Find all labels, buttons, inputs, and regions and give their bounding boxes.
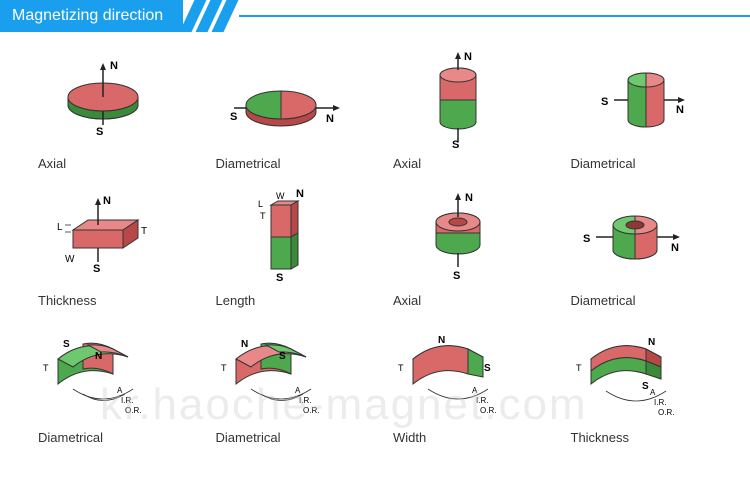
- svg-text:I.R.: I.R.: [654, 398, 666, 407]
- svg-text:N: N: [103, 195, 111, 207]
- cell-bar-length: N S L T W Length: [198, 179, 376, 316]
- label: Diametrical: [561, 156, 636, 171]
- svg-text:N: N: [648, 337, 655, 348]
- svg-text:N: N: [326, 113, 334, 125]
- shape-arc-diam2: N S T A I.R. O.R.: [206, 324, 356, 424]
- svg-text:N: N: [671, 242, 679, 254]
- header-title: Magnetizing direction: [0, 0, 183, 32]
- cell-cyl-axial: N S Axial: [375, 42, 553, 179]
- svg-text:N: N: [464, 51, 472, 63]
- shape-arc-thick: N S T A I.R. O.R.: [561, 324, 711, 424]
- label: Width: [383, 430, 426, 445]
- svg-text:N: N: [438, 335, 445, 346]
- cell-arc-diam1: S N T A I.R. O.R. Diametrical: [20, 316, 198, 453]
- cell-ring-axial: N S Axial: [375, 179, 553, 316]
- svg-text:T: T: [260, 211, 266, 221]
- label: Diametrical: [28, 430, 103, 445]
- svg-text:T: T: [221, 363, 227, 373]
- diagram-grid: N S Axial N S Diametrical: [0, 32, 750, 463]
- label: Diametrical: [206, 430, 281, 445]
- shape-ring-axial: N S: [383, 187, 533, 287]
- shape-block-thick: N S L T W: [28, 187, 178, 287]
- label: Diametrical: [561, 293, 636, 308]
- svg-text:S: S: [279, 351, 286, 362]
- svg-text:S: S: [583, 233, 590, 245]
- svg-text:S: S: [276, 272, 283, 284]
- cell-block-thick: N S L T W Thickness: [20, 179, 198, 316]
- svg-text:N: N: [95, 351, 102, 362]
- svg-text:I.R.: I.R.: [476, 396, 488, 405]
- svg-text:S: S: [601, 96, 608, 108]
- shape-disc-axial: N S: [28, 50, 178, 150]
- svg-text:L: L: [258, 199, 263, 209]
- svg-text:S: S: [452, 139, 459, 151]
- svg-text:I.R.: I.R.: [121, 396, 133, 405]
- label: Axial: [383, 293, 421, 308]
- svg-text:I.R.: I.R.: [299, 396, 311, 405]
- svg-text:W: W: [65, 254, 75, 265]
- svg-text:S: S: [96, 126, 103, 138]
- shape-ring-diam: N S: [561, 187, 711, 287]
- svg-text:A: A: [472, 386, 478, 395]
- shape-bar-length: N S L T W: [206, 187, 356, 287]
- svg-text:L: L: [57, 222, 63, 233]
- svg-text:S: S: [484, 363, 491, 374]
- svg-text:T: T: [43, 363, 49, 373]
- label: Axial: [383, 156, 421, 171]
- svg-text:T: T: [141, 226, 147, 237]
- label: Diametrical: [206, 156, 281, 171]
- shape-cyl-diam: N S: [561, 50, 711, 150]
- svg-text:W: W: [276, 191, 285, 201]
- cell-disc-diam: N S Diametrical: [198, 42, 376, 179]
- header-stripes: [183, 0, 231, 32]
- label: Thickness: [561, 430, 630, 445]
- cell-cyl-diam: N S Diametrical: [553, 42, 731, 179]
- svg-text:N: N: [296, 188, 304, 200]
- header-bar: Magnetizing direction: [0, 0, 750, 32]
- shape-arc-diam1: S N T A I.R. O.R.: [28, 324, 178, 424]
- svg-text:S: S: [63, 339, 70, 350]
- svg-text:S: S: [93, 263, 100, 275]
- cell-ring-diam: N S Diametrical: [553, 179, 731, 316]
- svg-text:N: N: [676, 104, 684, 116]
- svg-text:T: T: [576, 363, 582, 373]
- svg-text:S: S: [453, 270, 460, 282]
- label: Thickness: [28, 293, 97, 308]
- svg-text:N: N: [241, 339, 248, 350]
- shape-disc-diam: N S: [206, 50, 356, 150]
- svg-text:S: S: [230, 111, 237, 123]
- svg-text:S: S: [642, 381, 649, 392]
- svg-text:O.R.: O.R.: [480, 406, 496, 415]
- cell-disc-axial: N S Axial: [20, 42, 198, 179]
- svg-text:A: A: [117, 386, 123, 395]
- svg-text:T: T: [398, 363, 404, 373]
- svg-text:N: N: [110, 60, 118, 72]
- svg-text:A: A: [650, 388, 656, 397]
- svg-text:N: N: [465, 192, 473, 204]
- svg-text:O.R.: O.R.: [303, 406, 319, 415]
- svg-text:O.R.: O.R.: [125, 406, 141, 415]
- cell-arc-thick: N S T A I.R. O.R. Thickness: [553, 316, 731, 453]
- svg-text:O.R.: O.R.: [658, 408, 674, 417]
- label: Length: [206, 293, 256, 308]
- shape-arc-width: N S T A I.R. O.R.: [383, 324, 533, 424]
- svg-text:A: A: [295, 386, 301, 395]
- label: Axial: [28, 156, 66, 171]
- header-line: [239, 15, 750, 17]
- cell-arc-width: N S T A I.R. O.R. Width: [375, 316, 553, 453]
- shape-cyl-axial: N S: [383, 50, 533, 150]
- cell-arc-diam2: N S T A I.R. O.R. Diametrical: [198, 316, 376, 453]
